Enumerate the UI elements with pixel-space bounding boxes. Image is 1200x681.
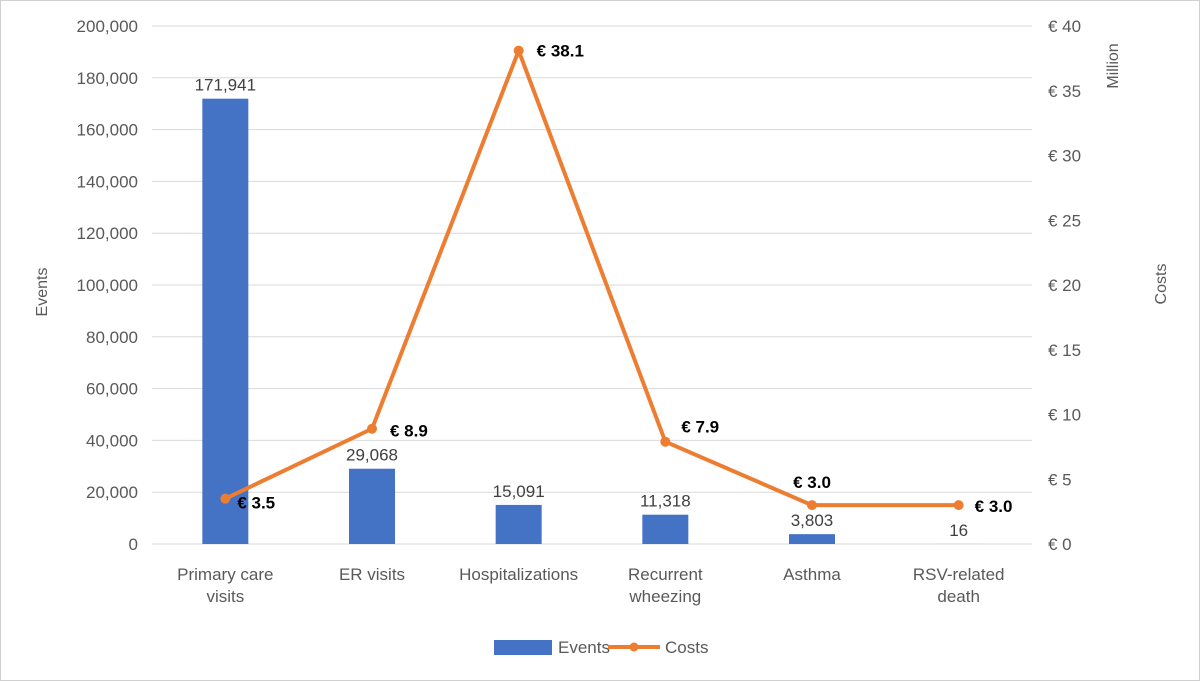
y-left-tick-label: 0 [129,535,138,554]
events-bar [349,468,395,544]
costs-data-label: € 8.9 [390,422,428,441]
x-category-label-line: wheezing [628,587,701,606]
events-data-label: 15,091 [493,482,545,501]
y-left-axis-title: Events [34,268,51,317]
data-labels: 171,941 29,068 15,091 11,318 3,803 16 € 3.5 € 8… [195,42,1013,540]
events-data-label: 3,803 [791,511,834,530]
events-bars [202,98,982,544]
costs-point [660,436,671,447]
costs-point [953,500,964,511]
legend: Events Costs [494,638,708,657]
x-category-label-line: Recurrent [628,565,703,584]
costs-data-label: € 3.0 [975,497,1013,516]
x-category-label: RSV-related death [913,565,1005,606]
legend-events-swatch [494,640,552,655]
gridlines [152,25,1032,545]
events-data-label: 29,068 [346,446,398,465]
y-right-tick-label: € 35 [1048,82,1081,101]
events-data-label: 16 [949,521,968,540]
y-left-tick-label: 140,000 [77,172,138,191]
x-category-label-line: Primary care [177,565,273,584]
events-data-label: 11,318 [640,492,691,511]
y-right-tick-label: € 30 [1048,147,1081,166]
legend-costs-label: Costs [665,638,708,657]
costs-data-label: € 3.0 [793,473,831,492]
x-category-label-line: death [937,587,980,606]
costs-line-path [224,48,959,508]
costs-point [513,45,524,56]
category-labels: Primary care visits ER visits Hospitalizati… [177,565,1004,606]
y-left-tick-label: 20,000 [86,483,138,502]
y-right-axis-unit: Million [1105,43,1122,88]
x-category-label: Asthma [783,565,841,584]
y-right-tick-label: € 20 [1048,276,1081,295]
x-category-label: Primary care visits [177,565,273,606]
y-right-tick-label: € 10 [1048,406,1081,425]
y-left-tick-label: 40,000 [86,431,138,450]
events-bar [642,514,689,544]
costs-point [807,500,817,511]
y-right-tick-label: € 15 [1048,341,1081,360]
y-left-tick-label: 200,000 [77,17,138,36]
x-category-label: Recurrent wheezing [628,565,703,606]
costs-line [220,45,964,511]
y-right-tick-label: € 40 [1048,17,1081,36]
legend-costs-swatch-marker [629,642,639,652]
events-bar [789,534,835,544]
y-right-tick-label: € 5 [1048,470,1072,489]
y-left-tick-label: 120,000 [77,224,138,243]
x-category-label-line: visits [206,587,244,606]
x-category-label-line: RSV-related [913,565,1005,584]
costs-point [367,423,377,434]
left-axis-ticks: 0 20,000 40,000 60,000 80,000 100,000 120,000 1… [77,17,138,554]
costs-data-label: € 38.1 [537,42,584,61]
y-right-tick-label: € 25 [1048,211,1081,230]
right-axis-ticks: € 0 € 5 € 10 € 15 € 20 € 25 € 30 € 35 € 40 [1048,17,1081,554]
events-bar [495,504,542,544]
costs-data-label: € 7.9 [681,418,719,437]
legend-events-label: Events [558,638,610,657]
y-left-tick-label: 180,000 [77,69,138,88]
events-bar [202,98,249,544]
x-category-label: ER visits [339,565,405,584]
costs-point [220,493,231,504]
y-left-tick-label: 80,000 [86,328,138,347]
y-right-axis-title: Costs [1153,264,1170,305]
costs-data-label: € 3.5 [237,494,275,513]
y-right-tick-label: € 0 [1048,535,1072,554]
x-category-label-line: ER visits [339,565,405,584]
y-left-tick-label: 60,000 [86,380,138,399]
x-category-label-line: Asthma [783,565,841,584]
y-left-tick-label: 100,000 [77,276,138,295]
x-category-label-line: Hospitalizations [459,565,578,584]
y-left-tick-label: 160,000 [77,121,138,140]
events-data-label: 171,941 [195,76,256,95]
x-category-label: Hospitalizations [459,565,578,584]
